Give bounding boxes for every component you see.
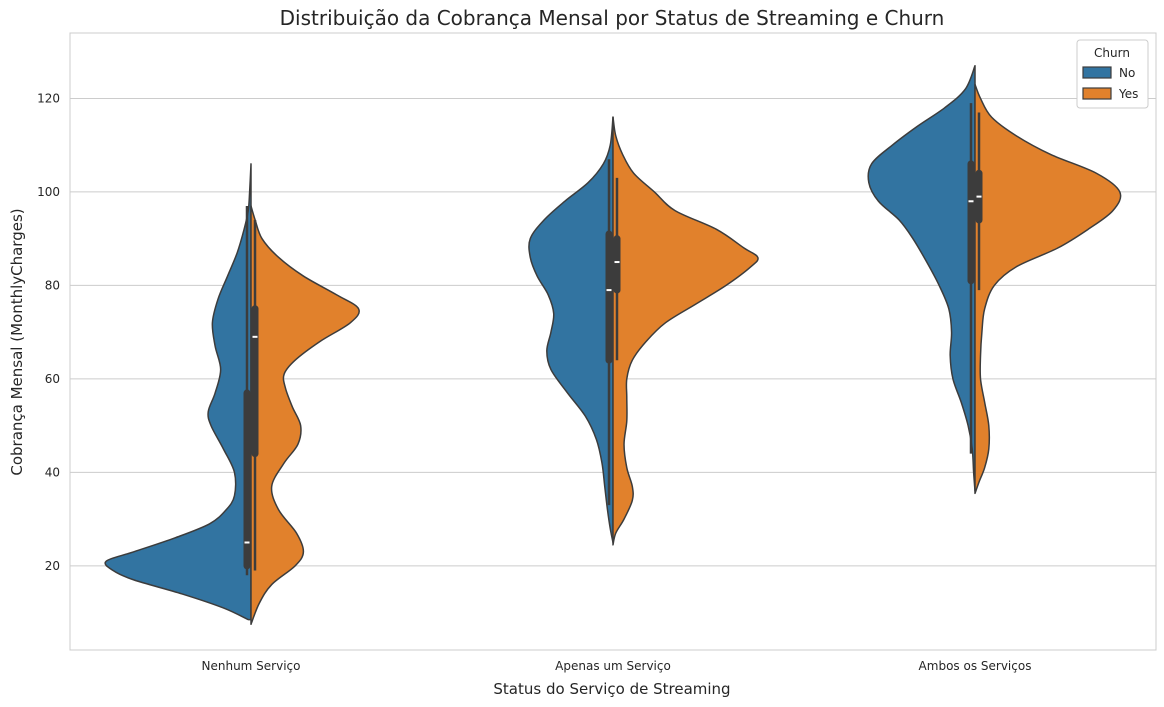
x-axis-label: Status do Serviço de Streaming (493, 680, 730, 698)
violin-no-nenhum-servico (104, 163, 252, 621)
x-axis-ticks: Nenhum Serviço Apenas um Serviço Ambos os … (202, 659, 1032, 673)
violin-yes-ambos-os-servicos (974, 83, 1122, 495)
y-tick-label: 60 (45, 372, 60, 386)
legend-label-yes: Yes (1118, 87, 1138, 101)
legend-label-no: No (1119, 66, 1135, 80)
box-plots (243, 103, 983, 576)
y-tick-label: 40 (45, 465, 60, 479)
legend: Churn No Yes (1076, 39, 1149, 109)
x-tick-label: Apenas um Serviço (555, 659, 671, 673)
plot-area (69, 32, 1157, 651)
legend-entries: No Yes (1082, 66, 1138, 101)
y-axis-label: Cobrança Mensal (MonthlyCharges) (8, 208, 26, 475)
y-tick-label: 80 (45, 278, 60, 292)
x-tick-label: Ambos os Serviços (919, 659, 1032, 673)
legend-title: Churn (1094, 46, 1130, 60)
y-tick-label: 100 (37, 185, 60, 199)
plot-frame (69, 32, 1157, 651)
violin-no-ambos-os-servicos (867, 64, 976, 492)
x-tick-label: Nenhum Serviço (202, 659, 301, 673)
violin-no-apenas-um-servico (528, 116, 614, 544)
legend-swatch-yes (1082, 87, 1112, 100)
legend-swatch-no (1082, 66, 1112, 79)
chart-title: Distribuição da Cobrança Mensal por Stat… (280, 6, 945, 30)
violin-yes-nenhum-servico (250, 205, 360, 626)
violin-yes-apenas-um-servico (612, 116, 759, 546)
y-axis-ticks: 20 40 60 80 100 120 (37, 91, 60, 572)
y-tick-label: 120 (37, 91, 60, 105)
y-tick-label: 20 (45, 559, 60, 573)
violins (104, 64, 1122, 626)
